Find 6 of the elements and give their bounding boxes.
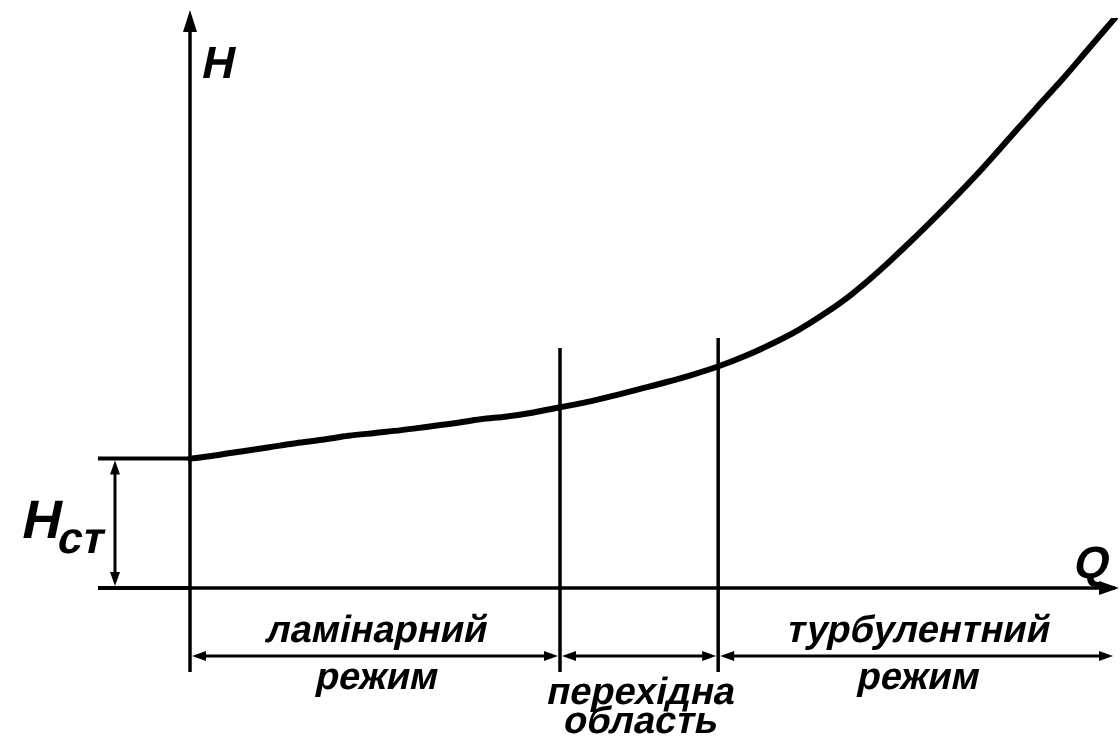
- text: перехідна область: [543, 669, 741, 740]
- text: турбулентний режим: [783, 607, 1056, 697]
- y-axis-title: H: [197, 37, 242, 88]
- text: ламінарний режим: [262, 607, 493, 697]
- x-axis-title: Q: [1069, 537, 1116, 588]
- legend-label: H$_{ст}$: [17, 489, 111, 562]
